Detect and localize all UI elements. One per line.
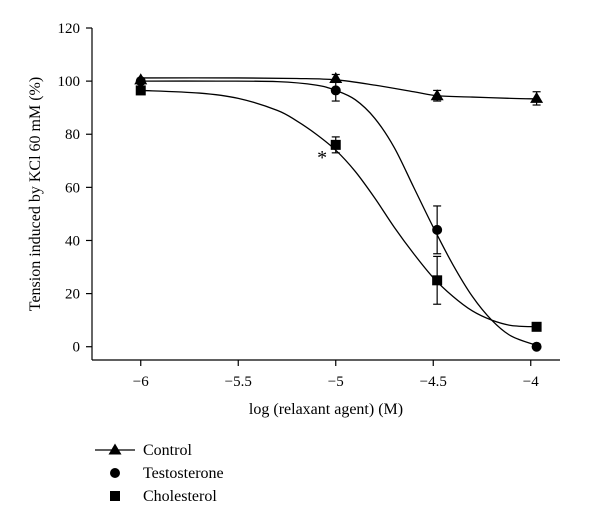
y-axis-title: Tension induced by KCl 60 mM (%) [27, 77, 44, 311]
data-point-testosterone [432, 224, 443, 235]
legend-item-control: Control [95, 442, 192, 459]
data-point-control [530, 91, 544, 103]
data-point-testosterone [531, 341, 542, 352]
data-point-cholesterol [432, 275, 443, 286]
y-tick-label: 100 [58, 74, 81, 90]
y-tick-label: 60 [65, 180, 80, 196]
y-tick-label: 120 [58, 21, 81, 37]
legend-label-control: Control [143, 442, 192, 459]
legend-item-testosterone: Testosterone [110, 465, 224, 482]
series-testosterone [135, 76, 542, 352]
x-axis-title: log (relaxant agent) (M) [249, 401, 403, 418]
legend-marker-testosterone [110, 468, 120, 478]
data-point-testosterone [330, 85, 341, 96]
y-tick-label: 0 [73, 340, 81, 356]
legend-marker-cholesterol [110, 491, 120, 501]
x-tick-label: −4.5 [420, 374, 447, 390]
y-tick-label: 40 [65, 233, 80, 249]
series-line-cholesterol [140, 89, 537, 328]
data-point-control [430, 89, 444, 101]
series-line-control [140, 77, 537, 100]
y-tick-label: 80 [65, 127, 80, 143]
series-cholesterol [135, 85, 542, 332]
data-point-cholesterol [135, 85, 146, 96]
series-control [134, 71, 544, 106]
legend-label-cholesterol: Cholesterol [143, 488, 217, 505]
legend-item-cholesterol: Cholesterol [110, 488, 217, 505]
x-tick-label: −6 [133, 374, 149, 390]
y-tick-label: 20 [65, 287, 80, 303]
legend-label-testosterone: Testosterone [143, 465, 224, 482]
data-point-cholesterol [330, 139, 341, 150]
series-line-testosterone [140, 80, 537, 347]
x-tick-label: −5 [328, 374, 344, 390]
significance-asterisk: * [317, 147, 327, 169]
legend-marker-control [108, 443, 122, 455]
data-point-cholesterol [531, 321, 542, 332]
data-point-testosterone [135, 76, 146, 87]
x-tick-label: −5.5 [225, 374, 252, 390]
x-tick-label: −4 [523, 374, 539, 390]
